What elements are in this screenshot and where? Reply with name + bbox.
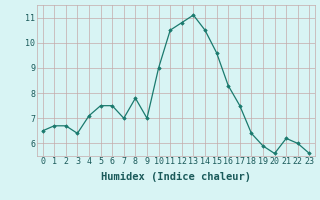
X-axis label: Humidex (Indice chaleur): Humidex (Indice chaleur): [101, 172, 251, 182]
